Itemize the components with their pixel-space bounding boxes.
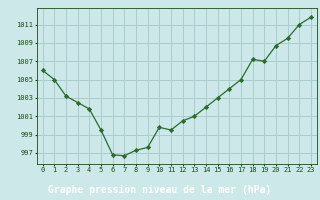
Text: Graphe pression niveau de la mer (hPa): Graphe pression niveau de la mer (hPa) xyxy=(48,185,272,195)
